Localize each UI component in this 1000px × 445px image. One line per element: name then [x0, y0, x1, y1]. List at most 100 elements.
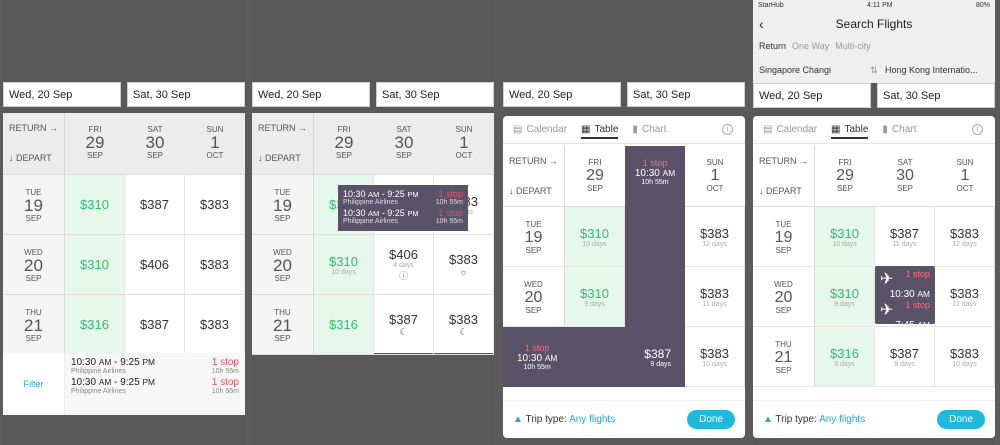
- tab-return[interactable]: Return: [759, 41, 787, 51]
- price-cell[interactable]: $383 11 days: [685, 267, 745, 326]
- back-chevron-icon[interactable]: ‹: [759, 15, 764, 32]
- price-cell[interactable]: $310 10 days: [565, 207, 625, 266]
- flight-time-popover[interactable]: ✈ 1 stop 10:30 AM ✈ 1 stop 7:45 AM: [875, 266, 935, 331]
- flight-list: 10:30 AM - 9:25 PM 1 stop Philippine Airl…: [65, 353, 245, 415]
- return-date-field[interactable]: Sat, 30 Sep: [376, 82, 494, 107]
- column-header[interactable]: SUN 1 OCT: [455, 125, 473, 160]
- tab-table[interactable]: ▦ Table: [581, 124, 619, 139]
- price-cell[interactable]: $310: [65, 175, 125, 234]
- row-header[interactable]: WED 20 SEP: [503, 267, 565, 326]
- row-header[interactable]: WED 20 SEP: [252, 235, 314, 294]
- tab-chart[interactable]: ▮ Chart: [882, 124, 917, 135]
- done-button[interactable]: Done: [937, 410, 985, 429]
- column-header[interactable]: SUN 1 OCT: [706, 158, 724, 193]
- depart-date-field[interactable]: Wed, 20 Sep: [3, 82, 121, 107]
- done-button[interactable]: Done: [687, 410, 735, 429]
- price-cell[interactable]: $383 10 days: [935, 327, 995, 386]
- info-icon[interactable]: i: [722, 124, 733, 135]
- price-cell[interactable]: $310 10 days: [314, 235, 374, 294]
- depart-date-field[interactable]: Wed, 20 Sep: [503, 82, 621, 107]
- price-cell[interactable]: $310 9 days: [565, 267, 625, 326]
- tab-table[interactable]: ▦ Table: [831, 124, 869, 139]
- filter-button[interactable]: Filter: [3, 353, 65, 415]
- price-cell[interactable]: $383 12 days: [685, 207, 745, 266]
- tab-calendar[interactable]: ▤ Calendar: [763, 124, 818, 135]
- grid-corner: RETURN → ↓ DEPART: [503, 146, 565, 206]
- row-header[interactable]: TUE 19 SEP: [503, 207, 565, 266]
- view-tabs: ▤ Calendar ▦ Table ▮ Chart i: [503, 116, 745, 144]
- tab-multi-city[interactable]: Multi-city: [835, 41, 871, 51]
- return-date-field[interactable]: Sat, 30 Sep: [627, 82, 745, 107]
- price-cell[interactable]: $383 10 days: [685, 327, 745, 386]
- price-cell[interactable]: $406: [125, 235, 185, 294]
- price-cell[interactable]: $383: [185, 175, 245, 234]
- panel-grid-view: Wed, 20 Sep Sat, 30 Sep RETURN → ↓ DEPAR…: [3, 0, 245, 445]
- price-cell[interactable]: $383 ☾: [434, 295, 494, 354]
- depart-date-field[interactable]: Wed, 20 Sep: [753, 83, 871, 108]
- price-cell[interactable]: $310 10 days: [815, 207, 875, 266]
- column-header[interactable]: SUN 1 OCT: [206, 125, 224, 160]
- price-cell[interactable]: $310 9 days: [815, 267, 875, 326]
- price-cell[interactable]: $406 4 days ⓘ: [374, 235, 434, 294]
- depart-row-highlight[interactable]: 1 stop 10:30 AM 10h 55m $387 9 days: [503, 327, 685, 387]
- price-table: RETURN → ↓ DEPART FRI 29 SEP SAT 30 SEP SUN 1…: [753, 146, 995, 387]
- column-header[interactable]: SAT 30 SEP: [896, 158, 914, 193]
- table-icon: ▦: [831, 124, 841, 135]
- price-cell[interactable]: $387 11 days: [875, 207, 935, 266]
- column-header[interactable]: SUN 1 OCT: [956, 158, 974, 193]
- tab-chart[interactable]: ▮ Chart: [632, 124, 667, 135]
- origin-field[interactable]: Singapore Changi: [759, 65, 832, 75]
- trip-type-selector[interactable]: ▲ Trip type: Any flights: [763, 414, 866, 425]
- row-header[interactable]: THU 21 SEP: [753, 327, 815, 386]
- bar-chart-icon: ▮: [882, 124, 888, 135]
- price-cell[interactable]: $383: [185, 235, 245, 294]
- row-header[interactable]: TUE 19 SEP: [753, 207, 815, 266]
- grid-corner: RETURN → ↓ DEPART: [753, 146, 815, 206]
- bar-chart-icon: ▮: [632, 124, 638, 135]
- price-cell[interactable]: $387: [125, 295, 185, 354]
- depart-date-field[interactable]: Wed, 20 Sep: [252, 82, 370, 107]
- tab-one-way[interactable]: One Way: [792, 41, 830, 51]
- price-cell[interactable]: $387 9 days: [875, 327, 935, 386]
- date-picker-modal: ▤ Calendar ▦ Table ▮ Chart i RETURN → ↓ DEP…: [753, 116, 995, 438]
- swap-icon[interactable]: ⇅: [870, 64, 878, 75]
- flight-item[interactable]: 10:30 AM - 9:25 PM 1 stop Philippine Airl…: [71, 357, 239, 375]
- info-icon[interactable]: i: [972, 124, 983, 135]
- row-header[interactable]: WED 20 SEP: [3, 235, 65, 294]
- calendar-icon: ▤: [513, 124, 523, 135]
- flight-sheet: Filter 10:30 AM - 9:25 PM 1 stop Philippi…: [3, 353, 245, 415]
- column-header[interactable]: FRI 29 SEP: [836, 158, 854, 193]
- column-header[interactable]: FRI 29 SEP: [85, 125, 105, 160]
- row-header[interactable]: TUE 19 SEP: [252, 175, 314, 234]
- price-cell[interactable]: $383: [185, 295, 245, 354]
- takeoff-icon: ✈: [880, 271, 894, 288]
- price-cell[interactable]: $383 11 days: [935, 267, 995, 326]
- price-cell[interactable]: $316 8 days: [815, 327, 875, 386]
- return-column-highlight[interactable]: 1 stop 10:30 AM 10h 55m: [625, 146, 685, 328]
- return-date-field[interactable]: Sat, 30 Sep: [127, 82, 245, 107]
- panel-search-flights: StarHub 4:11 PM 80% ‹ Search Flights Ret…: [753, 0, 995, 445]
- trip-type-selector[interactable]: ▲ Trip type: Any flights: [513, 414, 616, 425]
- tab-calendar[interactable]: ▤ Calendar: [513, 124, 568, 135]
- flight-item[interactable]: 10:30 AM - 9:25 PM 1 stop Philippine Airl…: [71, 377, 239, 395]
- row-header[interactable]: THU 21 SEP: [3, 295, 65, 354]
- column-header[interactable]: FRI 29 SEP: [334, 125, 354, 160]
- price-cell[interactable]: $310: [65, 235, 125, 294]
- return-date-field[interactable]: Sat, 30 Sep: [877, 83, 995, 108]
- row-header[interactable]: WED 20 SEP: [753, 267, 815, 326]
- price-cell[interactable]: $316: [314, 295, 374, 354]
- column-header[interactable]: SAT 30 SEP: [394, 125, 414, 160]
- price-cell[interactable]: $383 12 days: [935, 207, 995, 266]
- price-cell[interactable]: $383 ☼: [434, 235, 494, 294]
- row-header[interactable]: TUE 19 SEP: [3, 175, 65, 234]
- grid-corner: RETURN → ↓ DEPART: [3, 113, 65, 174]
- date-bar: Wed, 20 Sep Sat, 30 Sep: [252, 82, 494, 107]
- column-header[interactable]: FRI 29 SEP: [586, 158, 604, 193]
- row-header[interactable]: THU 21 SEP: [252, 295, 314, 354]
- column-header[interactable]: SAT 30 SEP: [145, 125, 165, 160]
- price-cell[interactable]: $316: [65, 295, 125, 354]
- price-cell[interactable]: $387: [125, 175, 185, 234]
- destination-field[interactable]: Hong Kong Internatio...: [885, 65, 978, 75]
- price-cell[interactable]: $387 ☾: [374, 295, 434, 354]
- panel-grid-tooltip: Wed, 20 Sep Sat, 30 Sep RETURN → ↓ DEPAR…: [252, 0, 494, 445]
